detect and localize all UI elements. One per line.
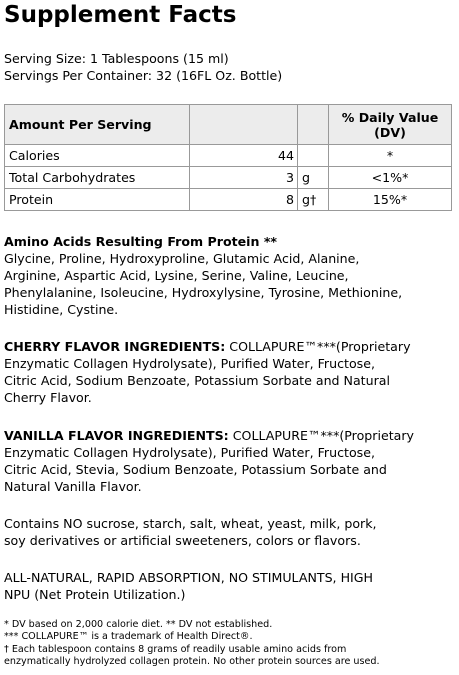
header-row: Amount Per Serving % Daily Value (DV)	[4, 104, 452, 145]
ingredient-text: COLLAPURE™***(Proprietary	[232, 428, 414, 443]
claims-line: NPU (Net Protein Utilization.)	[4, 587, 186, 602]
footnote-line: *** COLLAPURE™ is a trademark of Health …	[4, 631, 253, 643]
row: Calories 44 *	[4, 144, 452, 167]
row-name: Total Carbohydrates	[4, 166, 190, 189]
ingredient-line: Citric Acid, Stevia, Sodium Benzoate, Po…	[4, 462, 387, 477]
row-unit: g	[297, 166, 329, 189]
row-amount: 3	[189, 166, 298, 189]
header-dv: % Daily Value (DV)	[328, 104, 452, 145]
header-blank	[189, 104, 298, 145]
serving-line: Serving Size: 1 Tablespoons (15 ml)	[4, 51, 229, 66]
facts-table: Amount Per Serving % Daily Value (DV) Cal…	[4, 104, 452, 211]
vanilla-section: VANILLA FLAVOR INGREDIENTS: COLLAPURE™***…	[4, 427, 414, 495]
amino-line: Glycine, Proline, Hydroxyproline, Glutam…	[4, 251, 360, 266]
header-amount: Amount Per Serving	[4, 104, 190, 145]
row-amount: 8	[189, 188, 298, 211]
ingredient-line: CHERRY FLAVOR INGREDIENTS: COLLAPURE™***(…	[4, 338, 411, 355]
ingredient-line: VANILLA FLAVOR INGREDIENTS: COLLAPURE™***…	[4, 427, 414, 444]
row-unit	[297, 144, 329, 167]
claims-line: ALL-NATURAL, RAPID ABSORPTION, NO STIMUL…	[4, 570, 373, 585]
contains-line: Contains NO sucrose, starch, salt, wheat…	[4, 516, 377, 531]
row-dv: <1%*	[328, 166, 452, 189]
header-dv-line: % Daily Value	[341, 109, 439, 125]
claims-section: ALL-NATURAL, RAPID ABSORPTION, NO STIMUL…	[4, 569, 373, 603]
row-dv: 15%*	[328, 188, 452, 211]
contains-section: Contains NO sucrose, starch, salt, wheat…	[4, 515, 377, 549]
footnote-line: enzymatically hydrolyzed collagen protei…	[4, 656, 380, 668]
amino-line: Histidine, Cystine.	[4, 302, 119, 317]
cherry-section: CHERRY FLAVOR INGREDIENTS: COLLAPURE™***(…	[4, 338, 411, 406]
row-amount: 44	[189, 144, 298, 167]
row-unit: g†	[297, 188, 329, 211]
serving: Serving Size: 1 Tablespoons (15 ml) Serv…	[4, 50, 282, 84]
header-blank	[297, 104, 329, 145]
row-dv: *	[328, 144, 452, 167]
row: Protein 8 g† 15%*	[4, 188, 452, 211]
title: Supplement Facts	[4, 2, 237, 28]
amino-line: Arginine, Aspartic Acid, Lysine, Serine,…	[4, 268, 349, 283]
contains-line: soy derivatives or artificial sweeteners…	[4, 533, 361, 548]
row-name: Calories	[4, 144, 190, 167]
ingredient-line: Enzymatic Collagen Hydrolysate), Purifie…	[4, 356, 375, 371]
amino-section: Amino Acids Resulting From Protein ** Gl…	[4, 233, 402, 318]
ingredient-line: Natural Vanilla Flavor.	[4, 479, 142, 494]
header-dv-line: (DV)	[374, 124, 406, 140]
ingredient-line: Citric Acid, Sodium Benzoate, Potassium …	[4, 373, 390, 388]
row: Total Carbohydrates 3 g <1%*	[4, 166, 452, 189]
footnotes: * DV based on 2,000 calorie diet. ** DV …	[4, 619, 380, 669]
footnote-line: † Each tablespoon contains 8 grams of re…	[4, 643, 347, 655]
amino-heading: Amino Acids Resulting From Protein **	[4, 234, 277, 249]
row-name: Protein	[4, 188, 190, 211]
ingredient-line: Enzymatic Collagen Hydrolysate), Purifie…	[4, 445, 375, 460]
ingredient-lead: VANILLA FLAVOR INGREDIENTS:	[4, 428, 229, 443]
ingredient-text: COLLAPURE™***(Proprietary	[229, 339, 411, 354]
serving-line: Servings Per Container: 32 (16FL Oz. Bot…	[4, 68, 283, 83]
footnote-line: * DV based on 2,000 calorie diet. ** DV …	[4, 619, 273, 630]
ingredient-line: Cherry Flavor.	[4, 390, 92, 405]
amino-line: Phenylalanine, Isoleucine, Hydroxylysine…	[4, 285, 403, 300]
ingredient-lead: CHERRY FLAVOR INGREDIENTS:	[4, 339, 226, 354]
